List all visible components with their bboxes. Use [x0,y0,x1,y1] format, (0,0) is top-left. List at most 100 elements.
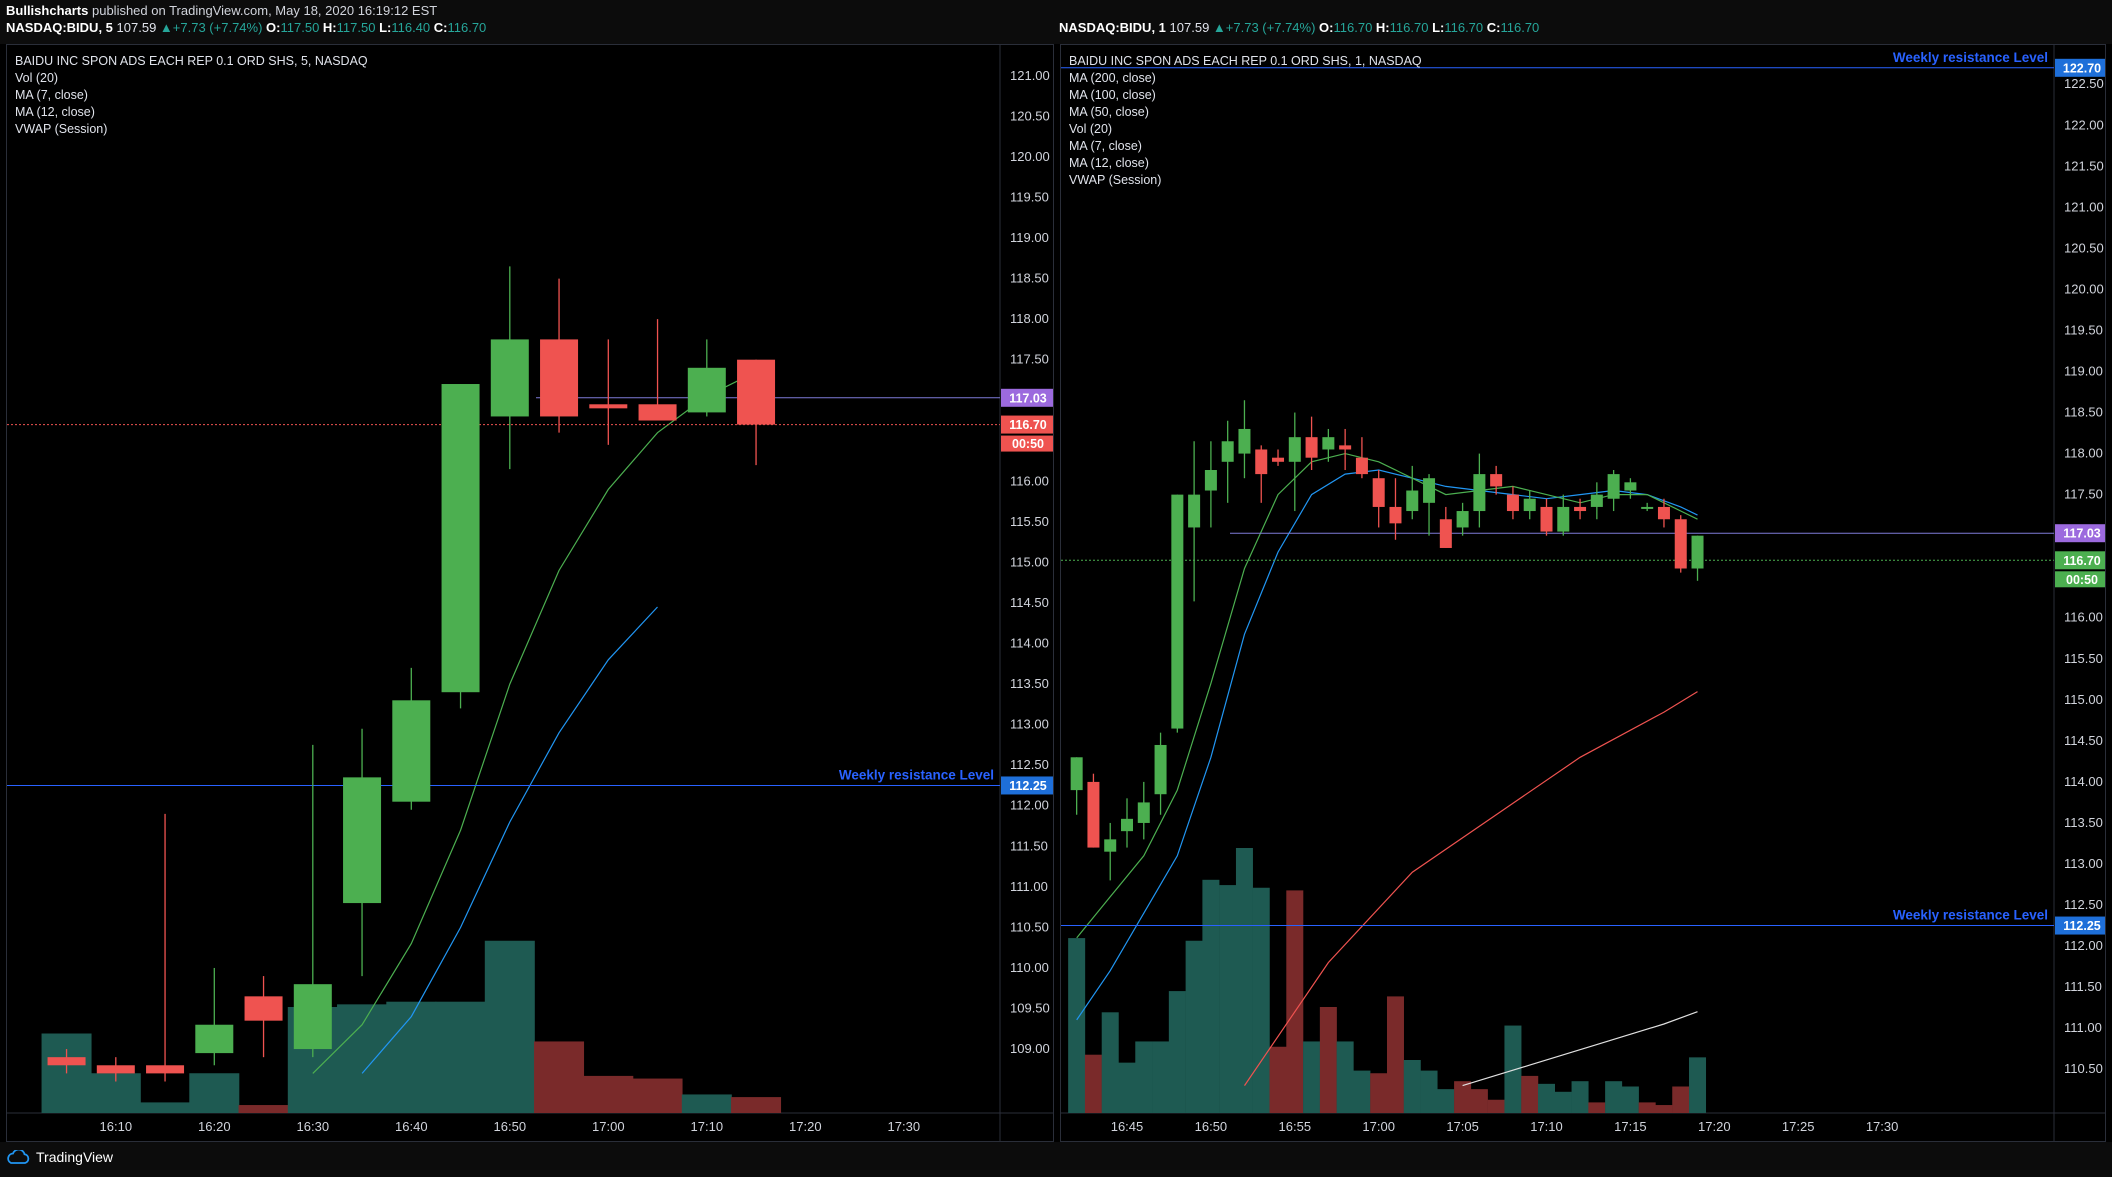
x-tick-label: 17:10 [691,1119,724,1134]
chart-panel-5min[interactable]: 121.00 120.50 120.00 119.50 119.00 118.50 118.… [6,44,1054,1142]
volume-bar [1638,1102,1656,1113]
chart-canvas-1min[interactable]: 122.50 122.00 121.50 121.00 120.50 120.00 119.… [1061,45,2106,1142]
price-tag-text: 117.03 [2063,527,2101,541]
volume-bar [731,1097,782,1113]
volume-bar [435,1001,486,1113]
candle-body [441,384,480,693]
volume-bar [1470,1089,1488,1113]
x-tick-label: 16:45 [1111,1119,1144,1134]
x-tick-label: 17:15 [1614,1119,1647,1134]
volume-bar [632,1078,683,1113]
volume-bar [1386,996,1404,1113]
volume-bar [1303,1041,1321,1113]
indicator-label[interactable]: MA (50, close) [1069,105,1149,119]
candle-body [1305,437,1318,458]
last-price-tag-text: 116.70 [2063,554,2101,568]
volume-bar [1269,1046,1287,1113]
candle-body [343,777,382,904]
x-tick-label: 16:50 [494,1119,527,1134]
indicator-label[interactable]: MA (200, close) [1069,71,1156,85]
candle-body [1607,474,1620,499]
chart-title[interactable]: BAIDU INC SPON ADS EACH REP 0.1 ORD SHS,… [15,54,368,68]
candle-body [96,1065,135,1074]
left-ohlc-line: NASDAQ:BIDU, 5 107.59 ▲+7.73 (+7.74%) O:… [6,20,486,36]
left-close-label: C: [433,20,448,35]
candle-body [1221,441,1234,462]
indicator-label[interactable]: MA (7, close) [15,88,88,102]
legend-1min: BAIDU INC SPON ADS EACH REP 0.1 ORD SHS,… [1069,53,1422,189]
y-tick-label: 112.00 [1010,798,1049,813]
candle-body [244,996,283,1021]
indicator-label[interactable]: MA (12, close) [1069,156,1149,170]
x-tick-label: 17:05 [1446,1119,1479,1134]
y-tick-label: 116.00 [1010,473,1049,488]
ma12-line [361,606,658,1074]
y-tick-label: 113.00 [2064,856,2103,871]
x-tick-label: 17:20 [789,1119,822,1134]
candle-body [1557,506,1570,532]
candle-body [1523,498,1536,512]
left-close: 116.70 [447,20,487,35]
x-tick-label: 17:30 [1866,1119,1899,1134]
chart-title[interactable]: BAIDU INC SPON ADS EACH REP 0.1 ORD SHS,… [1069,54,1422,68]
volume-bar [1437,1089,1455,1113]
ma12-line [1076,469,1698,1021]
candle-body [1104,839,1117,852]
last-price-tag [2055,551,2105,570]
y-tick-label: 113.50 [2064,815,2103,830]
y-tick-label: 109.00 [1010,1041,1050,1056]
publish-info: Bullishcharts published on TradingView.c… [6,3,437,19]
candle-body [1372,478,1385,507]
volume-bar [238,1105,289,1113]
indicator-label[interactable]: Vol (20) [15,71,59,85]
indicator-label[interactable]: VWAP (Session) [15,122,108,136]
tradingview-logo[interactable]: TradingView [6,1149,113,1165]
author-name[interactable]: Bullishcharts [6,3,89,18]
candle-body [1255,449,1268,475]
volume-bar [1554,1091,1572,1113]
candle-body [1406,490,1419,512]
volume-bar [1420,1070,1438,1113]
x-tick-label: 17:10 [1530,1119,1563,1134]
volume-bar [189,1073,240,1113]
y-tick-label: 114.50 [1010,595,1049,610]
volume-bar [1319,1007,1337,1113]
y-tick-label: 113.50 [1010,676,1049,691]
ma100-line [1462,1011,1698,1087]
resistance-level-top-label: Weekly resistance Level [1893,50,2048,65]
right-high: 116.70 [1389,20,1429,35]
indicator-label[interactable]: MA (100, close) [1069,88,1156,102]
resistance-level-label: Weekly resistance Level [839,767,994,782]
candle-body [47,1057,86,1066]
volume-bar [1487,1099,1505,1113]
candle-body [1171,494,1184,729]
right-close: 116.70 [1500,20,1540,35]
resistance-level-top-tag-text: 122.70 [2063,61,2101,75]
indicator-label[interactable]: VWAP (Session) [1069,173,1162,187]
chart-panel-1min[interactable]: 122.50 122.00 121.50 121.00 120.50 120.00 119.… [1060,44,2106,1142]
indicator-label[interactable]: MA (7, close) [1069,139,1142,153]
y-tick-label: 111.50 [2064,979,2102,994]
ma50-line [1244,691,1698,1086]
candle-body [1238,428,1251,454]
candle-body [737,359,776,425]
candle-body [1624,482,1637,491]
y-tick-label: 112.50 [1010,757,1049,772]
candle-body [1070,757,1083,791]
x-tick-label: 17:20 [1698,1119,1731,1134]
indicator-label[interactable]: MA (12, close) [15,105,95,119]
candle-body [540,339,579,417]
volume-bar [1202,879,1220,1113]
chart-canvas-5min[interactable]: 121.00 120.50 120.00 119.50 119.00 118.50 118.… [7,45,1054,1142]
y-tick-label: 118.00 [2064,446,2103,461]
indicator-label[interactable]: Vol (20) [1069,122,1113,136]
right-symbol: NASDAQ:BIDU, 1 [1059,20,1166,35]
x-tick-label: 16:10 [100,1119,133,1134]
x-tick-label: 17:30 [888,1119,921,1134]
volume-bar [1370,1073,1388,1113]
candle-body [1439,519,1452,548]
publish-date: published on TradingView.com, May 18, 20… [91,3,438,18]
candle-body [146,1065,185,1074]
resistance-level-tag-text: 112.25 [1009,779,1047,793]
y-tick-label: 113.00 [1010,717,1049,732]
